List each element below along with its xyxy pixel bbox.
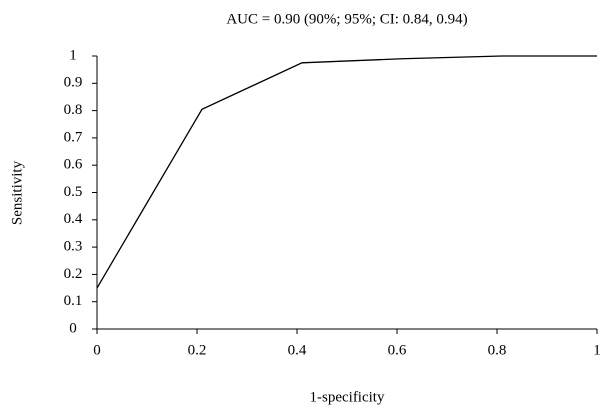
y-tick-label: 0.4	[64, 211, 83, 227]
chart-title: AUC = 0.90 (90%; 95%; CI: 0.84, 0.94)	[226, 11, 467, 27]
x-tick-label: 0.4	[288, 342, 307, 358]
x-tick-label: 0.2	[188, 342, 207, 358]
y-tick-label: 0	[69, 320, 77, 336]
y-tick-label: 1	[69, 47, 77, 63]
y-tick-label: 0.3	[64, 239, 83, 255]
y-axis-label: Sensitivity	[9, 160, 25, 225]
y-tick-label: 0.8	[64, 102, 83, 118]
x-tick-label: 0.8	[488, 342, 507, 358]
roc-curve	[96, 55, 597, 289]
y-tick-label: 0.7	[64, 129, 83, 145]
x-tick-label: 0	[93, 342, 101, 358]
x-tick-label: 0.6	[388, 342, 407, 358]
y-tick-label: 0.2	[64, 266, 83, 282]
y-tick-label: 0.9	[64, 75, 83, 91]
y-tick-label: 0.5	[64, 184, 83, 200]
y-tick-label: 0.1	[64, 293, 83, 309]
x-tick-label: 1	[593, 342, 601, 358]
x-axis-label: 1-specificity	[310, 389, 385, 405]
y-tick-label: 0.6	[64, 157, 83, 173]
